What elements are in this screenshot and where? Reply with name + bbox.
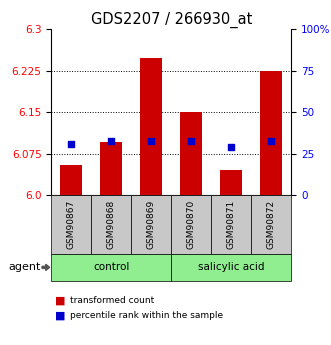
Text: GSM90869: GSM90869 bbox=[147, 200, 156, 249]
Text: control: control bbox=[93, 263, 129, 272]
Point bbox=[189, 138, 194, 144]
Text: GSM90867: GSM90867 bbox=[67, 200, 76, 249]
Text: ■: ■ bbox=[55, 311, 65, 321]
Point bbox=[269, 139, 274, 144]
Text: percentile rank within the sample: percentile rank within the sample bbox=[70, 311, 223, 320]
Text: agent: agent bbox=[8, 263, 40, 272]
Bar bbox=[140, 58, 162, 195]
Text: GSM90870: GSM90870 bbox=[187, 200, 196, 249]
Text: transformed count: transformed count bbox=[70, 296, 154, 305]
Bar bbox=[100, 142, 122, 195]
Text: ■: ■ bbox=[55, 295, 65, 305]
Bar bbox=[60, 165, 82, 195]
Point bbox=[69, 141, 74, 146]
Bar bbox=[220, 170, 242, 195]
Text: salicylic acid: salicylic acid bbox=[198, 263, 264, 272]
Text: GSM90868: GSM90868 bbox=[107, 200, 116, 249]
Point bbox=[229, 144, 234, 150]
Bar bbox=[180, 112, 202, 195]
Point bbox=[109, 138, 114, 144]
Title: GDS2207 / 266930_at: GDS2207 / 266930_at bbox=[91, 12, 252, 28]
Text: GSM90872: GSM90872 bbox=[267, 200, 276, 249]
Bar bbox=[260, 71, 282, 195]
Point bbox=[149, 139, 154, 144]
Text: GSM90871: GSM90871 bbox=[227, 200, 236, 249]
